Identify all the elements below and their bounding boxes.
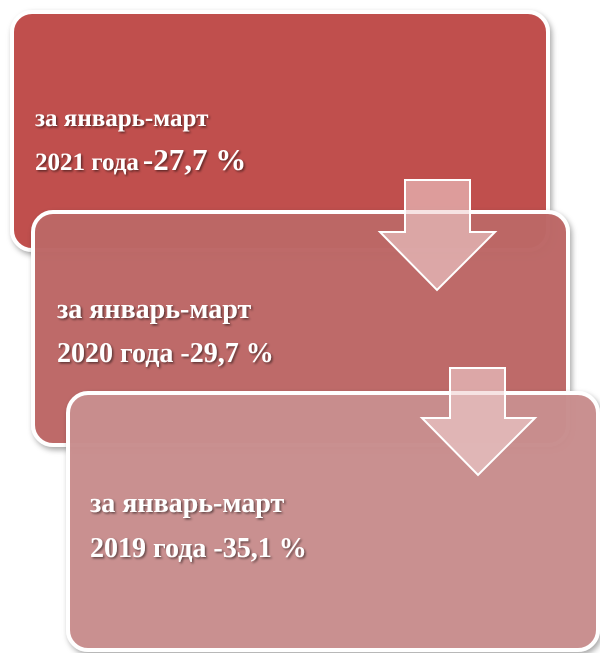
value: -29,7 % [180, 338, 273, 369]
period: за январь-март [35, 105, 208, 132]
period: за январь-март [57, 294, 251, 325]
year: 2021 года [35, 149, 139, 176]
line: 2019 года -35,1 % [90, 533, 307, 564]
arrow [419, 367, 538, 477]
node-text: за январь-март 2020 года -29,7 % [57, 294, 274, 369]
line: 2021 года -27,7 % [35, 142, 246, 177]
node-text: за январь-март 2019 года -35,1 % [90, 488, 307, 564]
year: 2019 года [90, 533, 206, 564]
line: 2020 года -29,7 % [57, 338, 274, 369]
year: 2020 года [57, 338, 173, 369]
value: -27,7 % [143, 142, 246, 177]
period: за январь-март [90, 488, 284, 519]
node-text: за январь-март 2021 года -27,7 % [35, 105, 246, 177]
value: -35,1 % [213, 533, 306, 564]
arrow [377, 179, 498, 292]
